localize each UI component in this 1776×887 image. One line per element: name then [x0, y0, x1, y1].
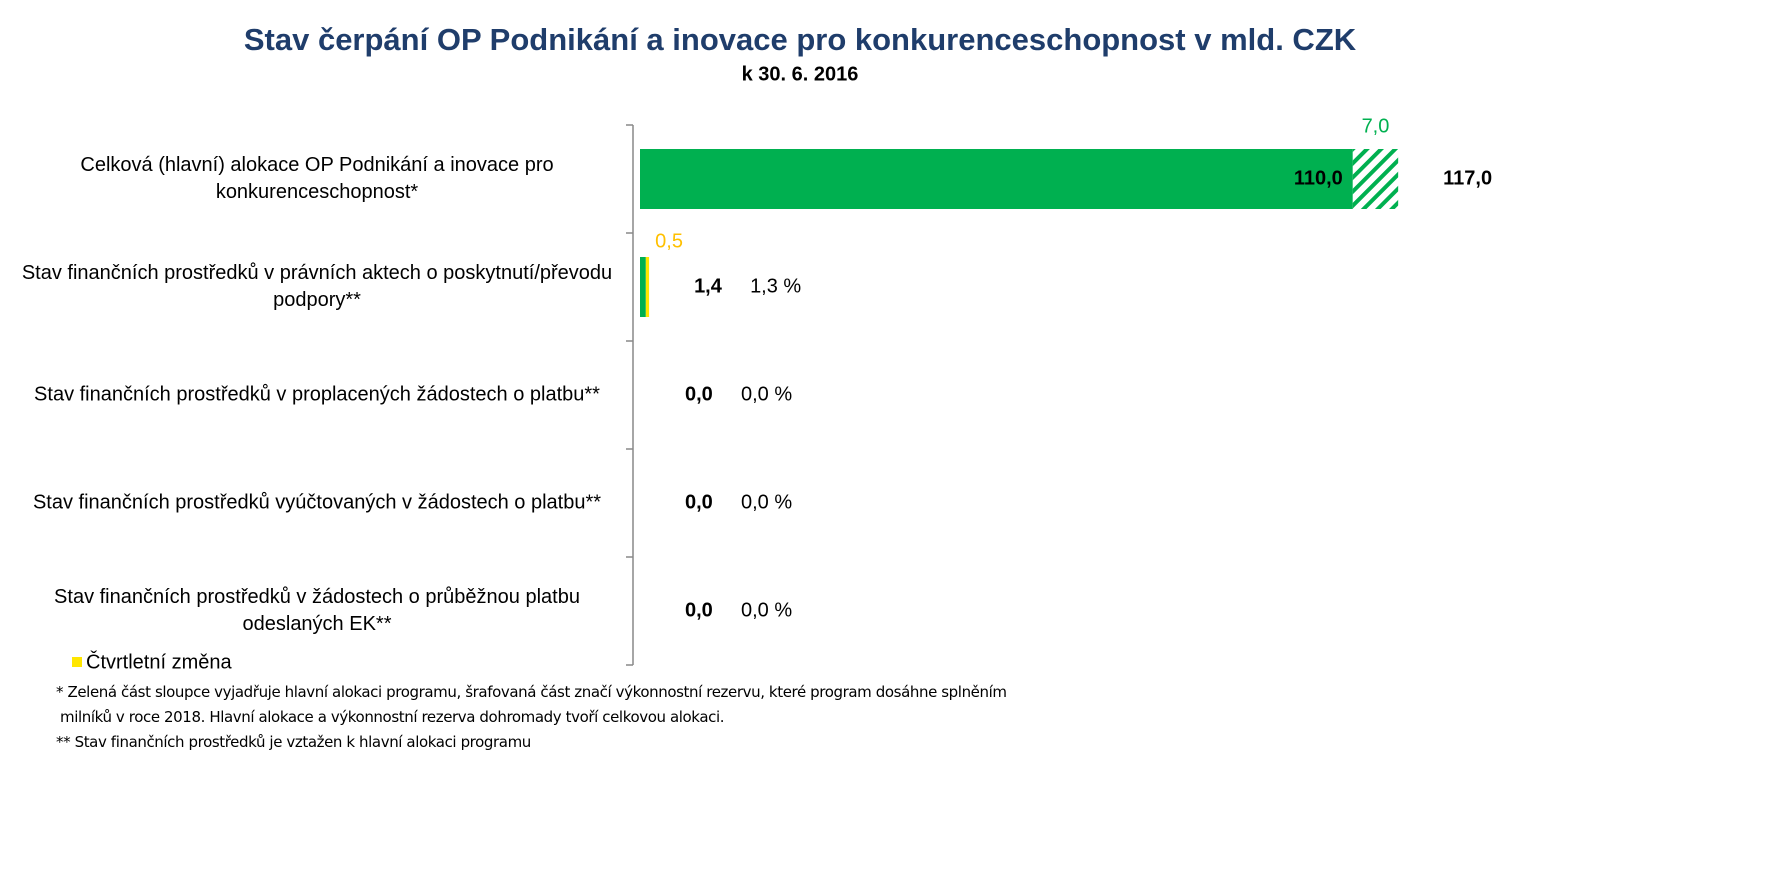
- footnote: milníků v roce 2018. Hlavní alokace a vý…: [60, 708, 725, 726]
- category-label: Stav finančních prostředků v žádostech o…: [54, 586, 580, 635]
- legend-swatch: [72, 657, 82, 667]
- value-label: 7,0: [1362, 115, 1390, 137]
- chart-title: Stav čerpání OP Podnikání a inovace pro …: [244, 22, 1357, 57]
- total-label: 117,0: [1443, 167, 1492, 189]
- total-label: 0,0: [685, 383, 713, 405]
- percent-label: 0,0 %: [741, 599, 792, 621]
- footnote: ** Stav finančních prostředků je vztažen…: [56, 733, 531, 751]
- value-label: 0,5: [655, 230, 683, 252]
- total-label: 0,0: [685, 599, 713, 621]
- legend-label: Čtvrtletní změna: [86, 650, 232, 673]
- footnote: * Zelená část sloupce vyjadřuje hlavní a…: [56, 683, 1007, 701]
- chart-subtitle: k 30. 6. 2016: [742, 63, 859, 85]
- total-label: 1,4: [694, 275, 723, 297]
- total-label: 0,0: [685, 491, 713, 513]
- bar-segment: [645, 257, 650, 317]
- value-label: 110,0: [1294, 167, 1343, 189]
- category-label: Stav finančních prostředků v proplacenýc…: [34, 383, 600, 406]
- percent-label: 0,0 %: [741, 383, 792, 405]
- bar-segment: [640, 257, 646, 317]
- percent-label: 0,0 %: [741, 491, 792, 513]
- category-label: Celková (hlavní) alokace OP Podnikání a …: [80, 154, 554, 203]
- category-label: Stav finančních prostředků vyúčtovaných …: [32, 491, 602, 514]
- bar-segment: [1352, 149, 1399, 209]
- bar-segment: [640, 149, 1353, 209]
- percent-label: 1,3 %: [750, 275, 801, 297]
- category-label: Stav finančních prostředků v právních ak…: [21, 262, 613, 311]
